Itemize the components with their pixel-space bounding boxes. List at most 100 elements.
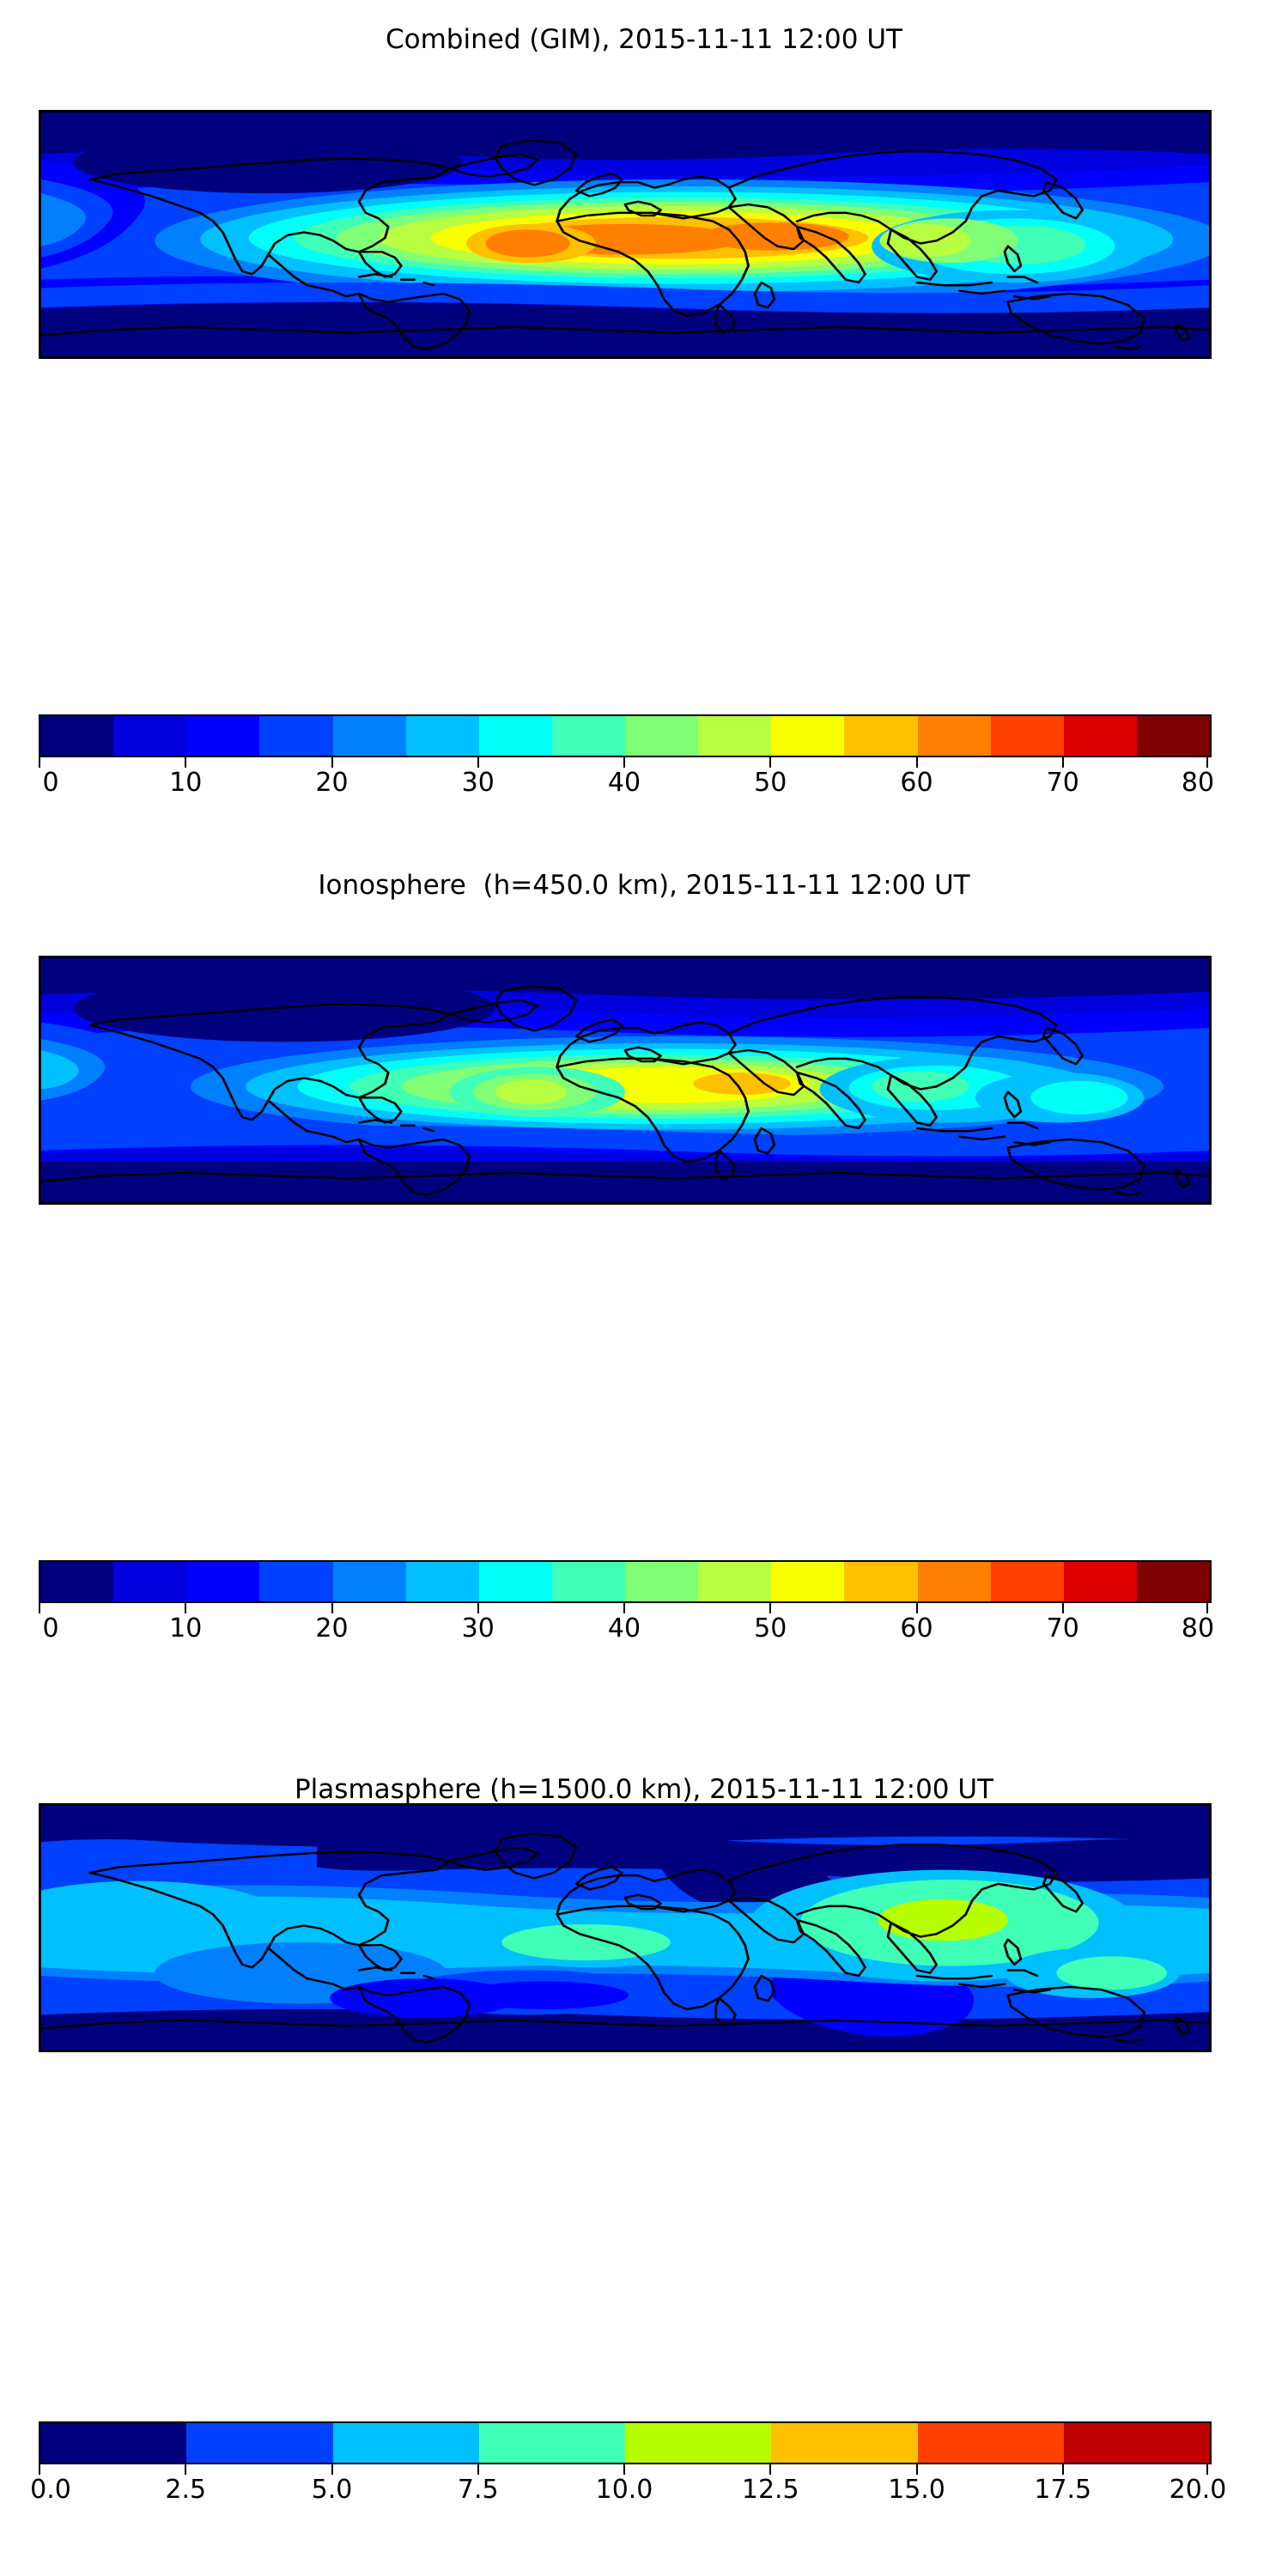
colorbar-segment: [844, 1562, 918, 1601]
colorbar-tick: [39, 757, 40, 768]
colorbar-tick: [1061, 2464, 1064, 2475]
colorbar-tick-label: 17.5: [1034, 2475, 1092, 2505]
colorbar-segment: [771, 716, 845, 756]
colorbar-segment: [113, 716, 187, 756]
colorbar-tick: [477, 2464, 479, 2475]
colorbar-labels-ionosphere: 0 10 20 30 40 50 60 70 80: [39, 1613, 1215, 1648]
colorbar-ticks-ionosphere: [39, 1603, 1212, 1613]
colorbar-tick-label: 50: [754, 768, 787, 798]
colorbar-segment: [917, 2423, 1064, 2463]
colorbar-tick-label: 20.0: [1169, 2475, 1227, 2505]
panel-title-combined-gim: Combined (GIM), 2015-11-11 12:00 UT: [386, 24, 902, 55]
colorbar-tick: [185, 2464, 187, 2475]
colorbar-segment: [40, 1562, 114, 1601]
colorbar-segment: [478, 716, 552, 756]
colorbar-segment: [698, 1562, 772, 1601]
colorbar-tick: [477, 1603, 479, 1613]
colorbar-segment: [990, 716, 1064, 756]
colorbar-tick: [915, 757, 918, 768]
colorbar-tick-label: 0.0: [30, 2475, 71, 2505]
colorbar-tick-label: 60: [900, 1613, 933, 1643]
colorbar-tick-label: 80: [1181, 768, 1215, 798]
colorbar-tick-label: 80: [1181, 1613, 1215, 1643]
colorbar-tick-label: 7.5: [457, 2475, 499, 2505]
colorbar-tick-label: 20: [315, 1613, 349, 1643]
colorbar-segment: [113, 1562, 187, 1601]
colorbar-gradient-combined-gim: [39, 714, 1212, 757]
colorbar-tick: [623, 1603, 625, 1613]
colorbar-tick-label: 50: [754, 1613, 787, 1643]
colorbar-ticks-combined-gim: [39, 757, 1212, 768]
colorbar-tick-label: 70: [1046, 768, 1079, 798]
colorbar-segment: [698, 716, 772, 756]
colorbar-tick-label: 10.0: [595, 2475, 653, 2505]
colorbar-segment: [332, 1562, 406, 1601]
colorbar-tick: [477, 757, 479, 768]
colorbar-tick-label: 5.0: [311, 2475, 353, 2505]
colorbar-tick-label: 15.0: [888, 2475, 945, 2505]
colorbar-tick-label: 12.5: [741, 2475, 799, 2505]
colorbar-tick-label: 70: [1046, 1613, 1079, 1643]
colorbar-segment: [1063, 2423, 1210, 2463]
colorbar-tick-label: 20: [315, 768, 349, 798]
panel-title-plasmasphere: Plasmasphere (h=1500.0 km), 2015-11-11 1…: [294, 1774, 993, 1805]
colorbar-tick: [769, 2464, 772, 2475]
colorbar-tick: [331, 2464, 333, 2475]
colorbar-segment: [405, 1562, 479, 1601]
colorbar-segment: [40, 716, 114, 756]
colorbar-segment: [186, 716, 260, 756]
colorbar-ticks-plasmasphere: [39, 2464, 1212, 2475]
colorbar-tick: [185, 757, 187, 768]
colorbar-tick-label: 40: [607, 768, 641, 798]
colorbar-segment: [990, 1562, 1064, 1601]
colorbar-tick: [1206, 2464, 1208, 2475]
map-plasmasphere: [39, 1803, 1212, 2052]
colorbar-segment: [332, 716, 406, 756]
colorbar-labels-combined-gim: 0 10 20 30 40 50 60 70 80: [39, 768, 1215, 802]
colorbar-tick: [623, 2464, 625, 2475]
colorbar-tick-label: 60: [900, 768, 933, 798]
colorbar-segment: [1136, 716, 1210, 756]
colorbar-segment: [551, 716, 625, 756]
colorbar-segment: [551, 1562, 625, 1601]
map-svg-plasmasphere: [41, 1806, 1209, 2050]
colorbar-segment: [1063, 1562, 1137, 1601]
colorbar-combined-gim: 0 10 20 30 40 50 60 70 80: [39, 714, 1215, 809]
colorbar-tick-label: 0: [42, 1613, 59, 1643]
colorbar-tick-label: 30: [461, 768, 495, 798]
map-svg-ionosphere: [41, 958, 1209, 1202]
colorbar-segment: [625, 716, 699, 756]
colorbar-segment: [332, 2423, 479, 2463]
panel-plasmasphere: Plasmasphere (h=1500.0 km), 2015-11-11 1…: [0, 1692, 1288, 2576]
colorbar-tick: [331, 757, 333, 768]
colorbar-tick: [1061, 757, 1064, 768]
colorbar-tick: [39, 1603, 40, 1613]
colorbar-segment: [186, 1562, 260, 1601]
colorbar-segment: [1063, 716, 1137, 756]
panel-title-ionosphere: Ionosphere (h=450.0 km), 2015-11-11 12:0…: [318, 870, 970, 901]
panel-combined-gim: Combined (GIM), 2015-11-11 12:00 UT: [0, 0, 1288, 859]
colorbar-segment: [40, 2423, 187, 2463]
colorbar-tick: [623, 757, 625, 768]
colorbar-tick: [1206, 1603, 1208, 1613]
colorbar-segment: [259, 1562, 333, 1601]
map-svg-combined-gim: [41, 112, 1209, 356]
colorbar-plasmasphere: 0.0 2.5 5.0 7.5 10.0 12.5 15.0 17.5 20.0: [30, 2421, 1226, 2516]
colorbar-tick: [185, 1603, 187, 1613]
colorbar-gradient-plasmasphere: [39, 2421, 1212, 2464]
colorbar-tick: [1061, 1603, 1064, 1613]
colorbar-tick: [39, 2464, 40, 2475]
colorbar-segment: [771, 1562, 845, 1601]
colorbar-ionosphere: 0 10 20 30 40 50 60 70 80: [39, 1560, 1215, 1655]
colorbar-tick-label: 0: [42, 768, 59, 798]
colorbar-segment: [1136, 1562, 1210, 1601]
colorbar-tick: [769, 757, 772, 768]
colorbar-gradient-ionosphere: [39, 1560, 1212, 1603]
colorbar-segment: [625, 2423, 772, 2463]
map-combined-gim: [39, 110, 1212, 359]
colorbar-tick-label: 10: [169, 768, 203, 798]
map-ionosphere: [39, 956, 1212, 1205]
colorbar-segment: [478, 2423, 625, 2463]
colorbar-labels-plasmasphere: 0.0 2.5 5.0 7.5 10.0 12.5 15.0 17.5 20.0: [30, 2475, 1226, 2509]
